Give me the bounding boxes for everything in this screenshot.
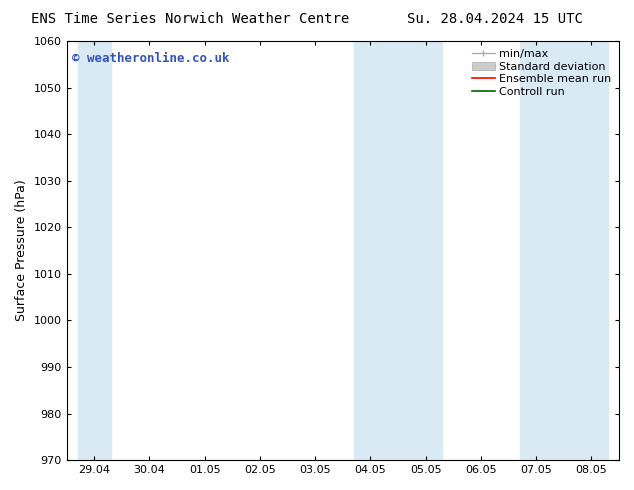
Bar bbox=[77, 41, 111, 460]
Legend: min/max, Standard deviation, Ensemble mean run, Controll run: min/max, Standard deviation, Ensemble me… bbox=[468, 45, 616, 101]
Bar bbox=[519, 41, 608, 460]
Bar bbox=[354, 41, 442, 460]
Text: ENS Time Series Norwich Weather Centre: ENS Time Series Norwich Weather Centre bbox=[31, 12, 349, 26]
Y-axis label: Surface Pressure (hPa): Surface Pressure (hPa) bbox=[15, 180, 28, 321]
Text: © weatheronline.co.uk: © weatheronline.co.uk bbox=[72, 51, 230, 65]
Text: Su. 28.04.2024 15 UTC: Su. 28.04.2024 15 UTC bbox=[406, 12, 583, 26]
